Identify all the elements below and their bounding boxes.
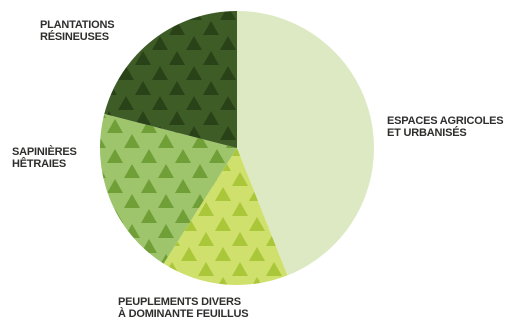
pie-slice-conifer-plantations bbox=[104, 11, 237, 148]
slice-label-mixed-broadleaf: PEUPLEMENTS DIVERS À DOMINANTE FEUILLUS bbox=[118, 296, 249, 320]
pie-slice-fir-beech bbox=[99, 113, 238, 264]
slice-label-agricultural-urban: ESPACES AGRICOLES ET URBANISÉS bbox=[387, 115, 504, 139]
slice-label-fir-beech: SAPINIÈRES HÊTRAIES bbox=[12, 146, 77, 170]
pie-slice-agricultural-urban bbox=[237, 11, 374, 276]
pie-slices bbox=[99, 11, 374, 285]
pie-slice-mixed-broadleaf bbox=[163, 148, 288, 285]
slice-label-conifer-plantations: PLANTATIONS RÉSINEUSES bbox=[40, 19, 115, 43]
